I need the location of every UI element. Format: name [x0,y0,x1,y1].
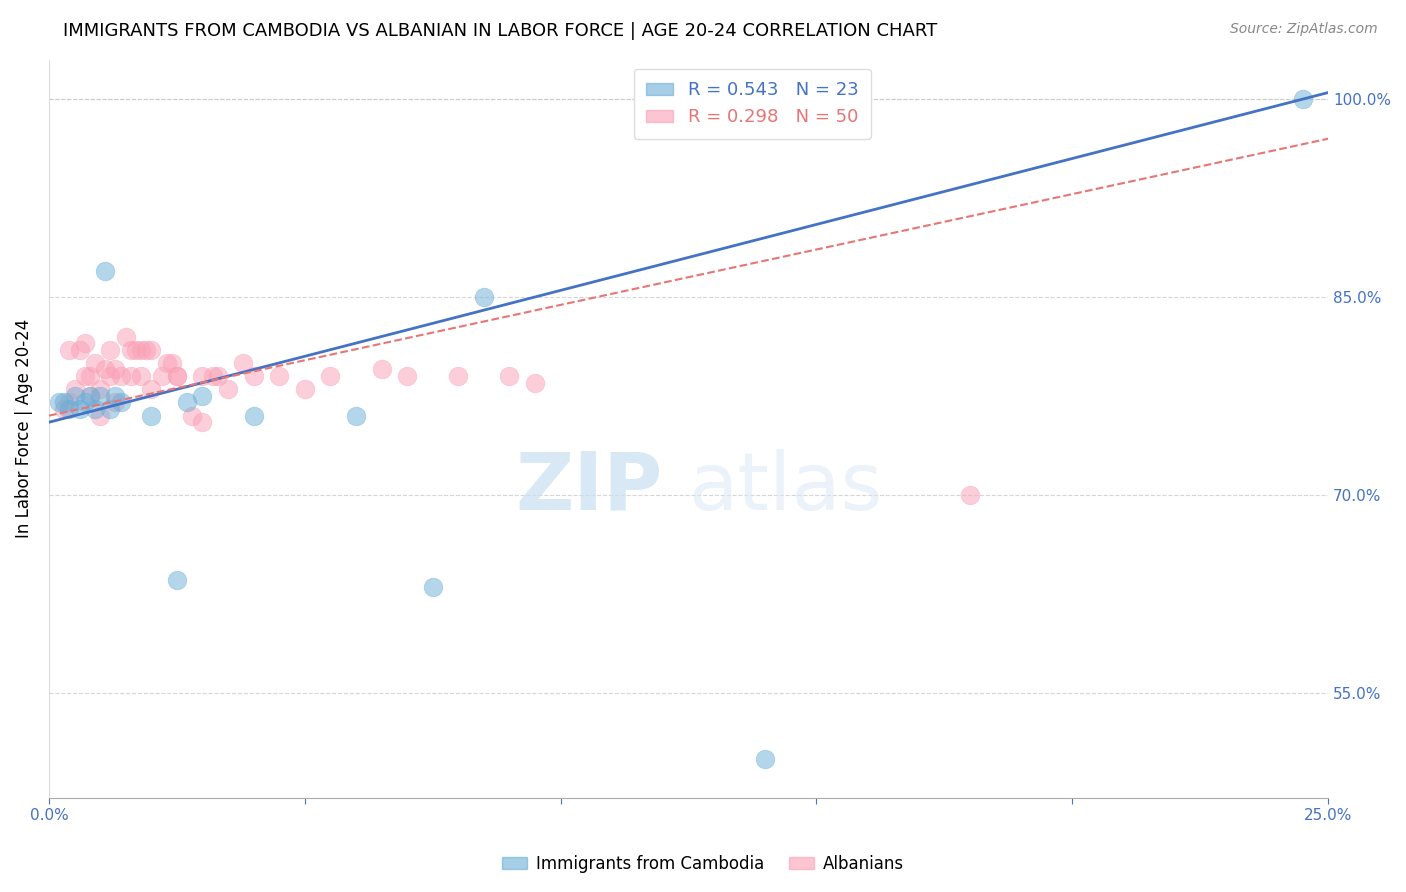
Point [344,409,367,423]
Point [141,382,163,396]
Point [141,409,163,423]
Point [110,369,132,384]
Point [269,369,291,384]
Point [58,402,80,417]
Text: atlas: atlas [689,449,883,527]
Point [120,369,142,384]
Point [125,343,148,357]
Point [104,395,127,409]
Point [63,389,86,403]
Point [150,369,173,384]
Point [100,369,122,384]
Point [73,395,96,409]
Point [166,574,188,588]
Point [53,402,76,417]
Point [120,343,142,357]
Point [217,382,239,396]
Text: Source: ZipAtlas.com: Source: ZipAtlas.com [1230,22,1378,37]
Point [129,343,152,357]
Point [242,409,264,423]
Point [370,362,392,376]
Point [79,389,101,403]
Point [166,369,188,384]
Point [160,356,183,370]
Legend: Immigrants from Cambodia, Albanians: Immigrants from Cambodia, Albanians [496,848,910,880]
Point [69,402,91,417]
Text: IMMIGRANTS FROM CAMBODIA VS ALBANIAN IN LABOR FORCE | AGE 20-24 CORRELATION CHAR: IMMIGRANTS FROM CAMBODIA VS ALBANIAN IN … [63,22,938,40]
Point [176,395,198,409]
Point [79,389,101,403]
Point [58,343,80,357]
Point [84,402,107,417]
Point [89,389,111,403]
Point [100,343,122,357]
Point [156,356,179,370]
Point [114,329,136,343]
Point [53,395,76,409]
Point [94,263,117,277]
Legend: R = 0.543   N = 23, R = 0.298   N = 50: R = 0.543 N = 23, R = 0.298 N = 50 [634,69,872,139]
Point [294,382,316,396]
Point [94,362,117,376]
Y-axis label: In Labor Force | Age 20-24: In Labor Force | Age 20-24 [15,319,32,539]
Point [110,395,132,409]
Point [396,369,419,384]
Point [191,415,214,429]
Point [73,336,96,351]
Point [104,362,127,376]
Point [1291,92,1313,106]
Point [104,389,127,403]
Point [959,488,981,502]
Point [135,343,157,357]
Point [129,369,152,384]
Point [100,402,122,417]
Point [201,369,224,384]
Point [191,389,214,403]
Point [242,369,264,384]
Point [191,369,214,384]
Point [58,395,80,409]
Point [166,369,188,384]
Point [89,382,111,396]
Point [232,356,254,370]
Point [754,751,776,765]
Point [48,395,70,409]
Point [84,356,107,370]
Point [89,409,111,423]
Point [524,376,547,390]
Point [207,369,229,384]
Point [69,343,91,357]
Point [498,369,520,384]
Point [63,382,86,396]
Point [422,580,444,594]
Point [319,369,342,384]
Point [181,409,204,423]
Point [472,290,495,304]
Point [141,343,163,357]
Point [73,369,96,384]
Point [79,369,101,384]
Text: ZIP: ZIP [516,449,664,527]
Point [447,369,470,384]
